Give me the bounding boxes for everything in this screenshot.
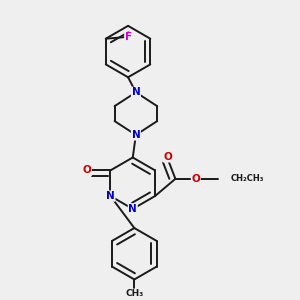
Text: N: N	[128, 204, 137, 214]
Text: N: N	[106, 191, 115, 201]
Text: O: O	[163, 152, 172, 162]
Text: O: O	[191, 174, 200, 184]
Text: N: N	[131, 130, 140, 140]
Text: O: O	[82, 165, 91, 176]
Text: CH₂CH₃: CH₂CH₃	[230, 174, 264, 183]
Text: CH₃: CH₃	[125, 289, 143, 298]
Text: F: F	[125, 32, 132, 42]
Text: N: N	[131, 87, 140, 97]
